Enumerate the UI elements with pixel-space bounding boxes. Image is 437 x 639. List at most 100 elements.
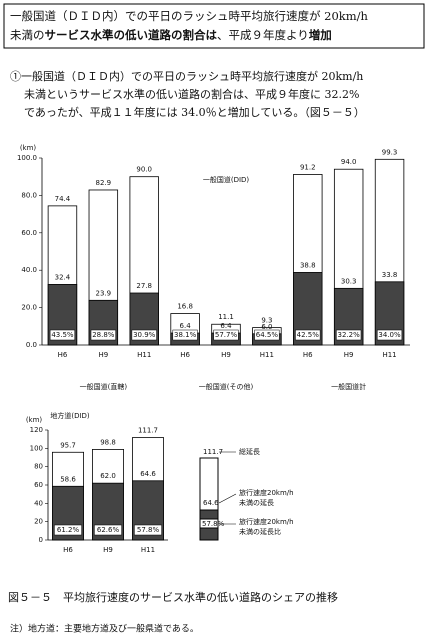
legend-text: 未満の延長: [239, 498, 274, 507]
share-label: 38.1%: [174, 331, 197, 339]
x-tick-label: H9: [103, 546, 113, 554]
total-label: 94.0: [341, 158, 357, 166]
chart-title: 地方道(DID): [50, 411, 90, 420]
slow-label: 23.9: [96, 289, 112, 297]
slow-label: 33.8: [382, 271, 398, 279]
share-box: [254, 329, 280, 341]
total-label: 111.7: [138, 427, 158, 435]
x-tick-label: H6: [58, 351, 68, 359]
y-tick-label: 80: [34, 463, 43, 471]
total-label: 9.3: [261, 317, 272, 325]
y-tick-label: 80.0: [21, 191, 37, 199]
legend-text: 旅行速度20km/h: [239, 517, 294, 526]
slow-label: 6.0: [261, 323, 272, 331]
share-label: 34.0%: [378, 331, 401, 339]
share-box: [94, 524, 122, 536]
legend-text: 未満の延長比: [239, 527, 281, 536]
slow-label: 38.8: [300, 261, 316, 269]
total-label: 99.3: [382, 148, 398, 156]
total-label: 82.9: [96, 179, 112, 187]
share-label: 43.5%: [51, 331, 74, 339]
share-box: [336, 329, 362, 341]
total-label: 98.8: [100, 438, 116, 446]
total-label: 95.7: [60, 441, 76, 449]
y-tick-label: 20.0: [21, 304, 37, 312]
caption: 図５－５ 平均旅行速度のサービス水準の低い道路のシェアの推移: [8, 590, 338, 604]
group-label: 一般国道計: [331, 382, 366, 391]
y-tick-label: 0: [39, 536, 43, 544]
total-label: 16.8: [177, 303, 193, 311]
y-tick-label: 100.0: [17, 154, 37, 162]
group-label: 一般国道(その他): [199, 382, 254, 391]
share-box: [172, 329, 198, 341]
y-tick-label: 20: [34, 518, 43, 526]
slow-label: 62.0: [100, 472, 116, 480]
slow-label: 6.4: [220, 322, 232, 330]
header-text: 、平成９年度より: [217, 28, 309, 42]
y-tick-label: 120: [30, 426, 43, 434]
slow-label: 58.6: [60, 475, 76, 483]
share-label: 57.7%: [215, 331, 238, 339]
y-tick-label: 60: [34, 481, 43, 489]
slow-label: 32.4: [55, 273, 71, 281]
x-tick-label: H6: [303, 351, 313, 359]
share-label: 61.2%: [57, 526, 80, 534]
chart-title: 一般国道(DID): [203, 175, 250, 184]
total-label: 74.4: [55, 195, 71, 203]
legend-text: 旅行速度20km/h: [239, 488, 294, 497]
slow-label: 6.4: [180, 322, 192, 330]
slow-label: 64.6: [140, 470, 156, 478]
share-label: 28.8%: [92, 331, 115, 339]
x-tick-label: H6: [180, 351, 190, 359]
legend-value: 111.7: [203, 448, 223, 456]
header-text: 未満の: [10, 28, 45, 42]
total-label: 91.2: [300, 163, 316, 171]
share-box: [295, 329, 321, 341]
y-tick-label: 60.0: [21, 229, 37, 237]
paragraph-line: ①一般国道（ＤＩＤ内）での平日のラッシュ時平均旅行速度が 20km/h: [10, 69, 363, 83]
x-tick-label: H9: [344, 351, 354, 359]
share-label: 32.2%: [338, 331, 361, 339]
total-label: 90.0: [136, 166, 152, 174]
y-tick-label: 40.0: [21, 266, 37, 274]
y-tick-label: 100: [30, 444, 43, 452]
x-tick-label: H11: [260, 351, 274, 359]
legend: 111.7 64.6 57.8% 総延長 旅行速度20km/h 未満の延長 旅行…: [199, 447, 294, 541]
share-box: [134, 524, 162, 536]
share-box: [54, 524, 82, 536]
x-tick-label: H11: [141, 546, 155, 554]
header-line: 一般国道（ＤＩＤ内）での平日のラッシュ時平均旅行速度が 20km/h: [10, 9, 369, 23]
header-text: 増加: [309, 28, 332, 42]
share-box: [213, 329, 239, 341]
slow-label: 30.3: [341, 277, 357, 285]
share-box: [49, 329, 76, 341]
y-axis-label: (km): [26, 416, 43, 424]
share-label: 30.9%: [133, 331, 156, 339]
legend-text: 総延長: [239, 447, 260, 456]
header-box: [3, 3, 425, 49]
share-box: [90, 329, 116, 341]
total-label: 11.1: [218, 313, 234, 321]
x-tick-label: H11: [137, 351, 151, 359]
group-label: 一般国道(直轄): [80, 382, 128, 391]
x-tick-label: H9: [98, 351, 108, 359]
y-tick-label: 0.0: [26, 341, 37, 349]
legend-value: 64.6: [203, 499, 219, 507]
legend-value: 57.8%: [202, 520, 225, 528]
note: 注）地方道：主要地方道及び一般県道である。: [10, 623, 199, 635]
paragraph-line: であったが、平成１１年度には 34.0％と増加している。（図５－５）: [24, 105, 365, 119]
slow-label: 27.8: [136, 282, 152, 290]
share-label: 57.8%: [137, 526, 160, 534]
share-box: [376, 329, 403, 341]
share-label: 64.5%: [256, 331, 279, 339]
x-tick-label: H9: [221, 351, 231, 359]
paragraph-line: 未満というサービス水準の低い道路の割合は、平成９年度に 32.2%: [24, 87, 359, 101]
y-axis-label: (km): [20, 144, 37, 152]
share-label: 42.5%: [297, 331, 320, 339]
legend-share-box: [199, 518, 219, 529]
share-label: 62.6%: [97, 526, 120, 534]
y-tick-label: 40: [34, 499, 43, 507]
x-tick-label: H11: [382, 351, 396, 359]
